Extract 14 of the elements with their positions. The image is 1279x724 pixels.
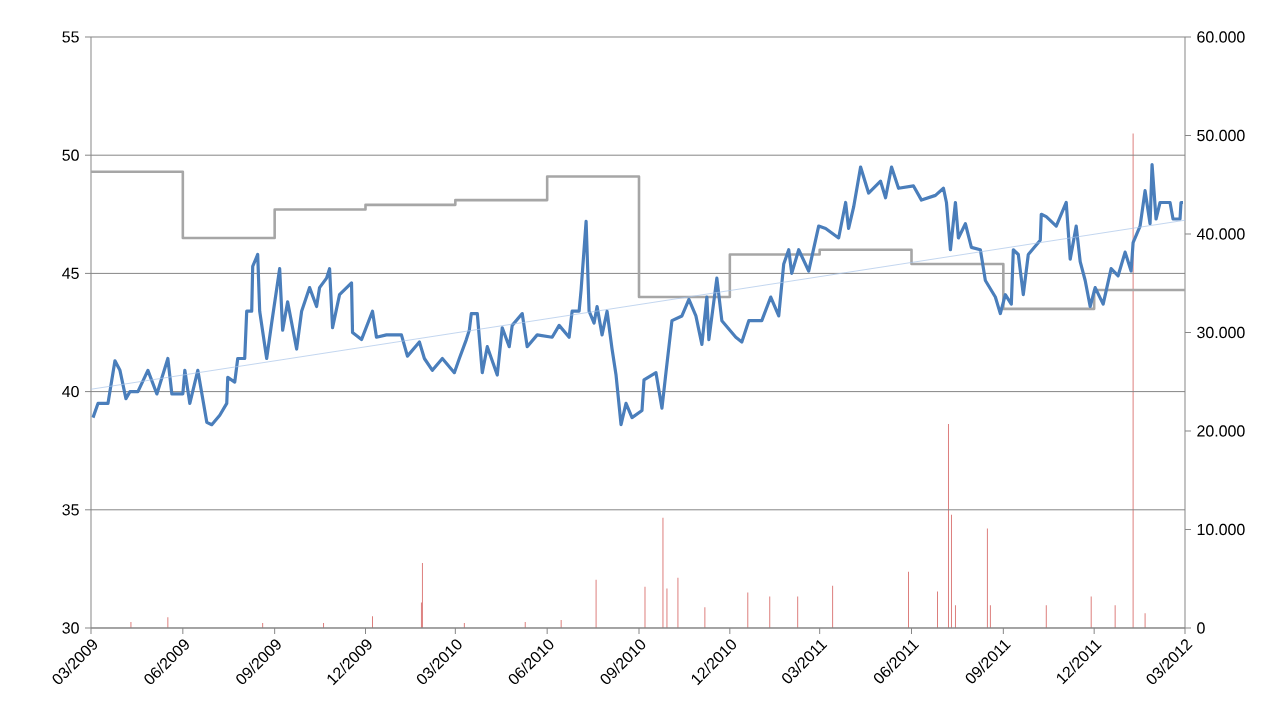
y2-tick-label: 0	[1197, 622, 1205, 634]
y2-tick-label: 10.000	[1197, 523, 1245, 536]
y2-tick-label: 50.000	[1197, 129, 1245, 142]
y-tick-label: 30	[62, 622, 79, 634]
y-tick-label: 35	[62, 504, 79, 516]
y2-tick-label: 30.000	[1197, 326, 1245, 339]
y-tick-label: 40	[62, 385, 79, 398]
y-tick-label: 55	[62, 31, 79, 43]
y-tick-label: 50	[62, 149, 79, 161]
y2-tick-label: 60.000	[1197, 31, 1245, 43]
y-tick-label: 45	[62, 267, 79, 279]
y2-tick-label: 40.000	[1196, 228, 1245, 240]
y2-tick-label: 20.000	[1197, 425, 1245, 437]
line-series	[91, 163, 1185, 427]
